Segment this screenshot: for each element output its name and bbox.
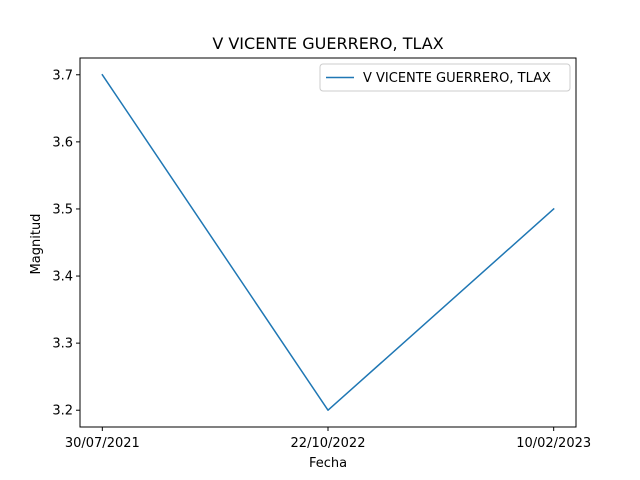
axes-frame (79, 57, 577, 428)
x-tick-label: 30/07/2021 (65, 436, 140, 451)
plot-area: 3.2 3.3 3.4 3.5 3.6 3.7 30/07/2021 22/10/2022 10… (52, 57, 591, 451)
y-tick-label: 3.6 (52, 135, 73, 150)
x-axis-label: Fecha (309, 456, 347, 471)
y-tick-label: 3.2 (52, 404, 73, 419)
x-tick-label: 22/10/2022 (291, 436, 366, 451)
legend-label: V VICENTE GUERRERO, TLAX (363, 71, 551, 86)
legend: V VICENTE GUERRERO, TLAX (319, 63, 571, 92)
y-tick-label: 3.4 (52, 270, 73, 285)
chart-title: V VICENTE GUERRERO, TLAX (212, 34, 443, 53)
y-tick-label: 3.3 (52, 337, 73, 352)
legend-box (319, 63, 571, 92)
y-axis-label: Magnitud (29, 214, 44, 275)
y-tick-label: 3.7 (52, 68, 73, 83)
x-tick-label: 10/02/2023 (516, 436, 591, 451)
y-tick-label: 3.5 (52, 202, 73, 217)
